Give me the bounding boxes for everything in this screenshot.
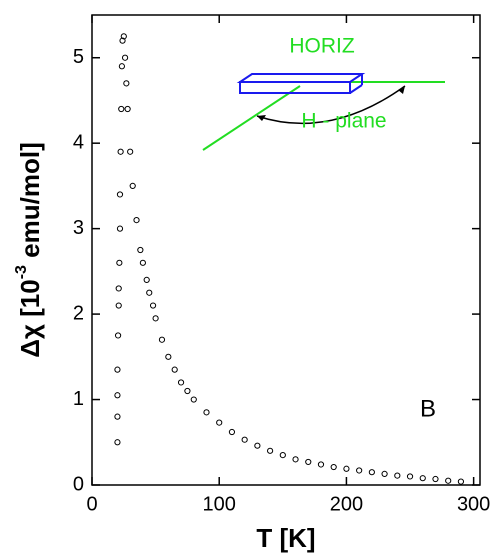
data-point [114, 366, 121, 373]
data-point [114, 332, 122, 339]
data-point [305, 458, 312, 466]
data-point [116, 225, 124, 232]
data-point [394, 472, 401, 479]
data-point [115, 302, 122, 309]
data-point [279, 451, 286, 459]
data-point [114, 413, 121, 420]
data-point [116, 259, 123, 266]
y-tick-label: 3 [73, 217, 84, 239]
y-tick-label: 4 [73, 131, 84, 153]
data-point [149, 302, 157, 309]
data-point [317, 461, 325, 468]
inset-line [202, 85, 301, 151]
data-point [177, 379, 185, 386]
x-tick-label: 0 [86, 493, 97, 515]
inset-diagram [202, 73, 445, 151]
data-point [124, 105, 131, 113]
data-point [445, 477, 452, 484]
x-tick-label: 300 [457, 493, 490, 515]
data-point [406, 473, 414, 480]
data-point [117, 148, 124, 155]
annotation: HORIZ [289, 35, 355, 58]
data-point [266, 447, 274, 454]
data-point [171, 366, 178, 373]
data-point [292, 456, 299, 463]
y-tick-label: 1 [73, 388, 84, 410]
data-point [115, 285, 122, 292]
plot-frame [91, 14, 481, 486]
data-point [114, 439, 121, 446]
data-point [133, 216, 140, 224]
inset-arrow [256, 85, 406, 125]
data-point [165, 353, 172, 360]
data-point [203, 409, 210, 416]
data-point [241, 436, 248, 443]
data-point [228, 428, 236, 436]
data-point [121, 54, 129, 61]
data-point [129, 182, 136, 190]
data-point [120, 33, 127, 40]
y-axis-title-part: Δχ [10 [15, 279, 45, 357]
data-point [184, 387, 191, 395]
data-point [330, 463, 337, 471]
inset-box [236, 73, 366, 83]
y-axis-title-sup: -3 [13, 265, 30, 279]
x-axis-title: T [K] [256, 523, 315, 553]
data-point [343, 465, 350, 472]
data-point [137, 246, 144, 254]
y-tick-label: 0 [73, 473, 84, 495]
annotation: B [420, 395, 436, 422]
data-point [114, 392, 121, 399]
data-point [118, 63, 125, 70]
data-point [190, 396, 197, 403]
data-point [127, 148, 134, 155]
data-point [152, 315, 159, 322]
annotation: H - plane [301, 110, 386, 133]
data-point [116, 191, 124, 198]
y-axis-title: Δχ [10-3 emu/mol] [13, 142, 45, 358]
data-point [254, 442, 261, 449]
data-point [216, 419, 223, 426]
data-point [146, 289, 153, 296]
data-point [419, 475, 426, 482]
x-tick-label: 100 [203, 493, 236, 515]
data-point [457, 478, 465, 485]
inset-box [239, 81, 351, 94]
data-point [368, 469, 375, 476]
data-point [123, 80, 130, 87]
y-tick-label: 5 [73, 46, 84, 68]
y-tick-label: 2 [73, 302, 84, 324]
data-point [118, 105, 125, 113]
data-point [356, 467, 363, 474]
data-point [158, 336, 166, 343]
data-point [143, 276, 150, 284]
data-point [139, 259, 146, 266]
y-axis-title-part: emu/mol] [15, 142, 45, 265]
data-point [381, 470, 388, 477]
inset-box [349, 84, 363, 94]
data-point [119, 37, 126, 44]
x-tick-label: 200 [330, 493, 363, 515]
data-point [432, 475, 439, 483]
